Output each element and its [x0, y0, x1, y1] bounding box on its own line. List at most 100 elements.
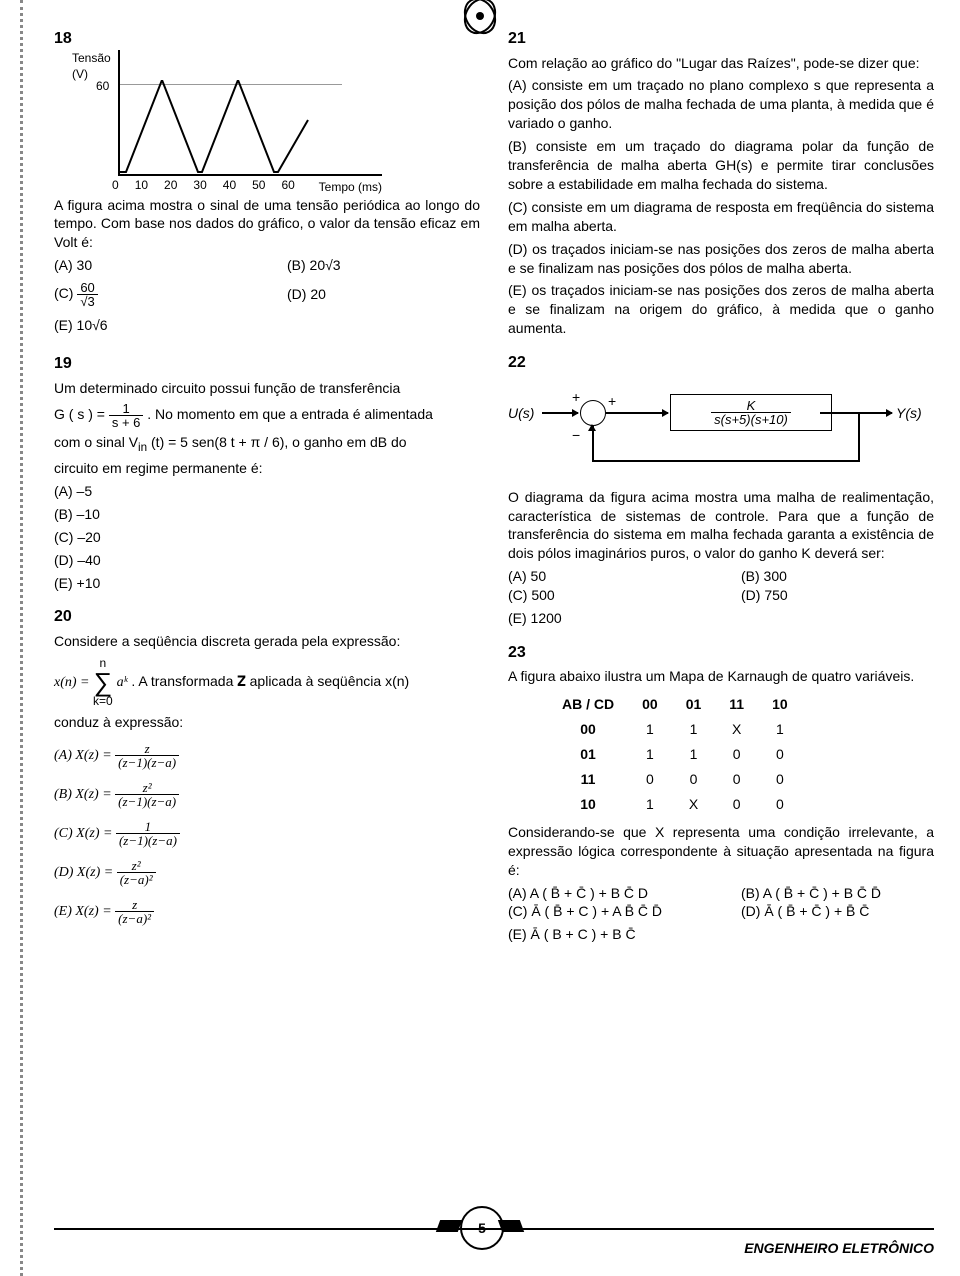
q19-line1: Um determinado circuito possui função de… [54, 379, 480, 398]
x-axis-label: Tempo (ms) [319, 179, 382, 195]
q20-D-den: (z−a)² [117, 873, 156, 886]
q19-line2: . No momento em que a entrada é alimenta… [147, 406, 433, 422]
k-01: 1 [672, 717, 716, 742]
q18-D: (D) 20 [287, 285, 480, 304]
q20-E-den: (z−a)² [115, 912, 154, 925]
q22-B: (B) 300 [741, 567, 934, 586]
k-r3h: 10 [548, 792, 628, 817]
k-r2h: 11 [548, 767, 628, 792]
k-31: X [672, 792, 716, 817]
q18-chart: Tensão (V) 60 0 10 20 30 40 50 60 [72, 50, 382, 190]
q20-number: 20 [54, 606, 480, 628]
q19-sub: in [138, 440, 147, 453]
q18-C-label: (C) [54, 285, 73, 301]
q18-B: (B) 20√3 [287, 256, 480, 275]
xt5: 50 [252, 177, 265, 193]
q20-C-label: (C) X(z) = [54, 826, 116, 841]
q23-B: (B) A ( B̄ + C̄ ) + B C̄ D̄ [741, 884, 934, 903]
fb-across [592, 460, 860, 462]
q18-C-den: √3 [77, 295, 97, 308]
q21-C: (C) consiste em um diagrama de resposta … [508, 198, 934, 236]
k-32: 0 [715, 792, 758, 817]
q20-B: (B) X(z) = z²(z−1)(z−a) [54, 781, 480, 808]
q23-intro: A figura abaixo ilustra um Mapa de Karna… [508, 667, 934, 686]
plus-top: + [572, 388, 580, 407]
box-den: s(s+5)(s+10) [711, 413, 791, 426]
y-tick-60: 60 [96, 78, 109, 94]
q20-A-label: (A) X(z) = [54, 748, 115, 763]
q20-C-den: (z−1)(z−a) [116, 834, 180, 847]
k-c3: 10 [758, 692, 802, 717]
q19-C: (C) –20 [54, 528, 480, 547]
q22-C: (C) 500 [508, 586, 701, 605]
k-30: 1 [628, 792, 672, 817]
q23-body: Considerando-se que X representa uma con… [508, 823, 934, 880]
q20-D-label: (D) X(z) = [54, 865, 117, 880]
q23-row2: (C) Ā ( B̄ + C ) + A B̄ C̄ D̄ (D) Ā ( B̄… [508, 902, 934, 921]
k-r1h: 01 [548, 742, 628, 767]
left-column: 18 Tensão (V) 60 0 10 20 30 40 [54, 18, 480, 948]
q19-D: (D) –40 [54, 551, 480, 570]
page-number: 5 [478, 1219, 486, 1238]
karnaugh-table: AB / CD 00 01 11 10 00 11X1 01 1100 11 0… [548, 692, 802, 816]
left-dotted-rule [20, 0, 23, 1276]
k-12: 0 [715, 742, 758, 767]
q18-body: A figura acima mostra o sinal de uma ten… [54, 196, 480, 253]
arrow-to-box [606, 412, 668, 414]
k-00: 1 [628, 717, 672, 742]
box-K: K [711, 399, 791, 413]
q20-D: (D) X(z) = z²(z−a)² [54, 859, 480, 886]
q18-C-frac: 60 √3 [77, 281, 97, 308]
k-22: 0 [715, 767, 758, 792]
q20-A: (A) X(z) = z(z−1)(z−a) [54, 742, 480, 769]
q23-row1: (A) A ( B̄ + C̄ ) + B C̄ D (B) A ( B̄ + … [508, 884, 934, 903]
q18-number: 18 [54, 28, 480, 50]
q20-A-den: (z−1)(z−a) [115, 756, 179, 769]
q22-number: 22 [508, 352, 934, 374]
q19-line3: com o sinal Vin (t) = 5 sen(8 t + π / 6)… [54, 433, 480, 456]
q20-sigma: n ∑ k=0 [93, 655, 113, 709]
q18-row2: (C) 60 √3 (D) 20 [54, 281, 480, 308]
q19-number: 19 [54, 353, 480, 375]
q20-E: (E) X(z) = z(z−a)² [54, 898, 480, 925]
xt0: 0 [112, 177, 119, 193]
q20-sum-lower: k=0 [93, 693, 113, 709]
q20-line2: . A transformada 𝐙 aplicada à seqüência … [131, 673, 409, 689]
xt3: 30 [193, 177, 206, 193]
q22-row2: (C) 500 (D) 750 [508, 586, 934, 605]
q20-sumline: x(n) = n ∑ k=0 aᵏ . A transformada 𝐙 apl… [54, 655, 480, 709]
q20-D-num: z² [117, 859, 156, 873]
k-23: 0 [758, 767, 802, 792]
q20-A-num: z [115, 742, 179, 756]
q23-E: (E) Ā ( B + C ) + B C̄ [508, 925, 934, 944]
k-r0h: 00 [548, 717, 628, 742]
k-20: 0 [628, 767, 672, 792]
q18-C: (C) 60 √3 [54, 281, 247, 308]
q22-D: (D) 750 [741, 586, 934, 605]
q20-sum-body: aᵏ [117, 675, 128, 690]
q20-B-den: (z−1)(z−a) [115, 795, 179, 808]
waveform [118, 80, 378, 176]
q22-Y: Y(s) [896, 404, 922, 423]
q20-E-label: (E) X(z) = [54, 904, 115, 919]
q20-E-num: z [115, 898, 154, 912]
q21-D: (D) os traçados iniciam-se nas posições … [508, 240, 934, 278]
q19-gs-den: s + 6 [109, 416, 144, 429]
k-02: X [715, 717, 758, 742]
minus-sign: − [572, 426, 580, 445]
header-ornament [445, 0, 515, 41]
q19-A: (A) –5 [54, 482, 480, 501]
arrow-out [820, 412, 892, 414]
q21-A: (A) consiste em um traçado no plano comp… [508, 76, 934, 133]
k-11: 1 [672, 742, 716, 767]
k-10: 1 [628, 742, 672, 767]
page-number-badge: 5 [460, 1206, 500, 1246]
q21-E: (E) os traçados iniciam-se nas posições … [508, 281, 934, 338]
arrow-in [542, 412, 578, 414]
q22-body: O diagrama da figura acima mostra uma ma… [508, 488, 934, 564]
q19-gs-frac: 1 s + 6 [109, 402, 144, 429]
summing-junction [580, 400, 606, 426]
q20-B-num: z² [115, 781, 179, 795]
k-corner: AB / CD [548, 692, 628, 717]
xt4: 40 [223, 177, 236, 193]
